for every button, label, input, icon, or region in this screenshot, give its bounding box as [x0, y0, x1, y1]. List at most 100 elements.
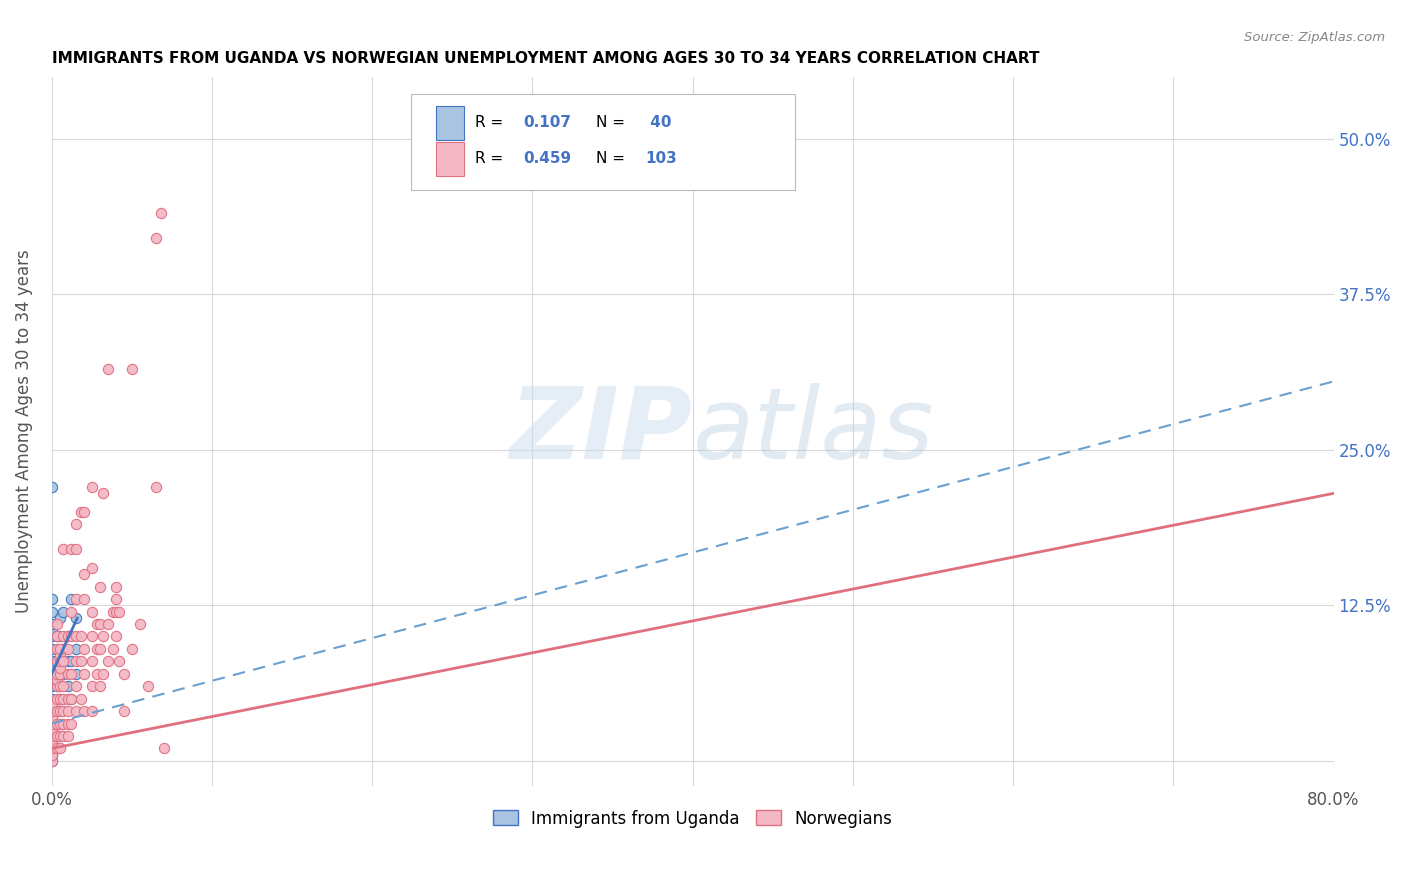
- Point: [86, 666, 108, 681]
- Point: [41, 704, 63, 718]
- Point: [41, 754, 63, 768]
- Point: [45, 691, 67, 706]
- Point: [52, 704, 75, 718]
- Point: [41, 480, 63, 494]
- Point: [49, 704, 72, 718]
- Point: [112, 666, 135, 681]
- Text: N =: N =: [596, 151, 630, 166]
- Point: [41, 723, 63, 737]
- Point: [41, 605, 63, 619]
- Point: [91, 666, 114, 681]
- Point: [56, 666, 79, 681]
- Point: [41, 741, 63, 756]
- Y-axis label: Unemployment Among Ages 30 to 34 years: Unemployment Among Ages 30 to 34 years: [15, 249, 32, 613]
- Point: [65, 542, 87, 557]
- Point: [41, 754, 63, 768]
- Point: [41, 729, 63, 743]
- Point: [45, 704, 67, 718]
- Point: [65, 592, 87, 607]
- Point: [108, 605, 131, 619]
- Point: [108, 654, 131, 668]
- Point: [73, 567, 96, 582]
- Point: [104, 592, 127, 607]
- Text: 0.107: 0.107: [523, 115, 571, 130]
- Point: [56, 641, 79, 656]
- Point: [89, 580, 111, 594]
- Text: R =: R =: [475, 115, 508, 130]
- Point: [49, 691, 72, 706]
- Point: [56, 716, 79, 731]
- Point: [73, 704, 96, 718]
- Point: [69, 505, 91, 519]
- Point: [89, 617, 111, 632]
- Point: [104, 630, 127, 644]
- Point: [59, 691, 82, 706]
- Point: [52, 542, 75, 557]
- Point: [69, 654, 91, 668]
- Text: 103: 103: [645, 151, 676, 166]
- Point: [104, 605, 127, 619]
- Text: ZIP: ZIP: [509, 383, 693, 480]
- Point: [52, 716, 75, 731]
- Point: [65, 641, 87, 656]
- Point: [52, 679, 75, 693]
- Point: [80, 605, 103, 619]
- Point: [65, 654, 87, 668]
- Point: [45, 741, 67, 756]
- Point: [41, 666, 63, 681]
- Point: [52, 641, 75, 656]
- Point: [41, 624, 63, 638]
- Point: [45, 641, 67, 656]
- Point: [45, 679, 67, 693]
- Point: [52, 605, 75, 619]
- Point: [145, 231, 167, 245]
- Point: [59, 605, 82, 619]
- Point: [97, 362, 120, 376]
- Point: [91, 486, 114, 500]
- Point: [49, 648, 72, 662]
- Point: [45, 704, 67, 718]
- Point: [112, 704, 135, 718]
- Point: [121, 641, 143, 656]
- Point: [73, 505, 96, 519]
- Point: [89, 641, 111, 656]
- Point: [41, 641, 63, 656]
- Point: [41, 716, 63, 731]
- Point: [41, 691, 63, 706]
- Text: Source: ZipAtlas.com: Source: ZipAtlas.com: [1244, 31, 1385, 45]
- Point: [65, 679, 87, 693]
- Point: [121, 362, 143, 376]
- Point: [65, 630, 87, 644]
- Point: [56, 729, 79, 743]
- Point: [41, 698, 63, 712]
- Point: [52, 691, 75, 706]
- Text: 0.459: 0.459: [523, 151, 572, 166]
- Point: [101, 641, 124, 656]
- Point: [56, 679, 79, 693]
- Point: [41, 710, 63, 724]
- Point: [49, 654, 72, 668]
- Point: [45, 716, 67, 731]
- Text: N =: N =: [596, 115, 630, 130]
- Point: [97, 617, 120, 632]
- Point: [65, 704, 87, 718]
- Point: [49, 660, 72, 674]
- Point: [153, 741, 176, 756]
- Point: [91, 630, 114, 644]
- Point: [49, 666, 72, 681]
- Point: [136, 679, 159, 693]
- Point: [41, 747, 63, 762]
- Point: [41, 679, 63, 693]
- Point: [56, 630, 79, 644]
- Point: [80, 704, 103, 718]
- Point: [41, 592, 63, 607]
- Point: [41, 630, 63, 644]
- Point: [56, 704, 79, 718]
- Point: [73, 666, 96, 681]
- Text: R =: R =: [475, 151, 508, 166]
- Point: [80, 654, 103, 668]
- Point: [45, 630, 67, 644]
- Point: [49, 654, 72, 668]
- Point: [41, 617, 63, 632]
- Point: [65, 666, 87, 681]
